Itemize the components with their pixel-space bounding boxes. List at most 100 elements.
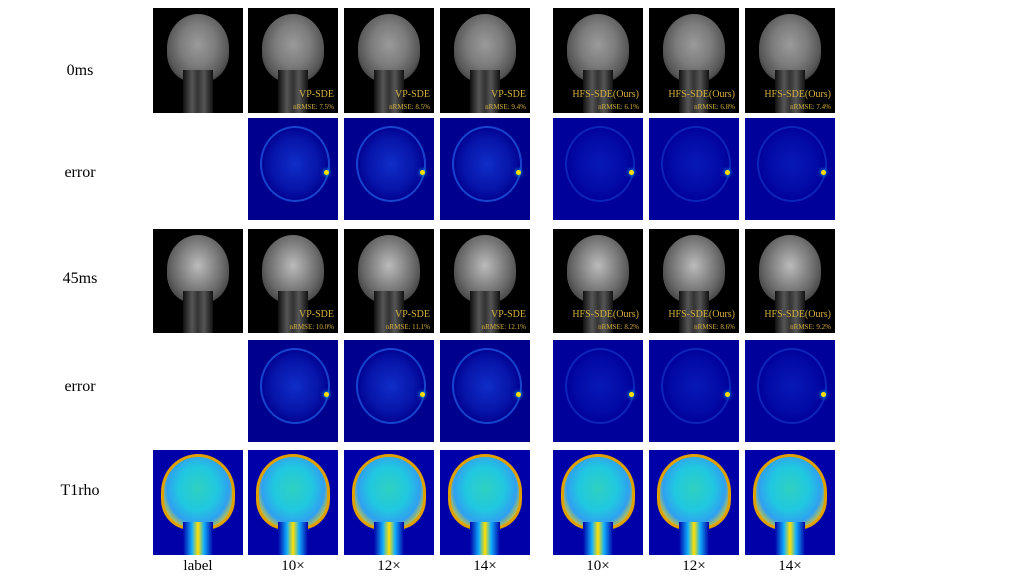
mri-image: HFS-SDE(Ours) nRMSE: 8.2% xyxy=(553,229,643,333)
error-hotspot xyxy=(725,392,730,397)
nrmse-label: nRMSE: 9.2% xyxy=(790,323,831,331)
mri-image: HFS-SDE(Ours) nRMSE: 7.4% xyxy=(745,8,835,113)
brain-region xyxy=(657,454,731,530)
neck-region xyxy=(278,70,308,113)
row-label: 0ms xyxy=(66,62,94,79)
brain-region xyxy=(561,454,635,530)
row-label: T1rho xyxy=(60,482,100,499)
error-hotspot xyxy=(629,170,634,175)
method-label: VP-SDE xyxy=(394,89,430,100)
method-label: VP-SDE xyxy=(298,309,334,320)
error-hotspot xyxy=(324,170,329,175)
mri-image: HFS-SDE(Ours) nRMSE: 6.1% xyxy=(553,8,643,113)
t1rho-map xyxy=(440,450,530,555)
neck-region xyxy=(679,70,709,113)
mri-image: VP-SDE nRMSE: 9.4% xyxy=(440,8,530,113)
t1rho-map xyxy=(745,450,835,555)
neck-region xyxy=(775,70,805,113)
error-map xyxy=(745,118,835,220)
t1rho-map xyxy=(153,450,243,555)
error-pattern xyxy=(452,348,522,424)
method-label: HFS-SDE(Ours) xyxy=(764,89,831,100)
error-map xyxy=(344,340,434,442)
brain-region xyxy=(753,454,827,530)
neck-region xyxy=(183,522,213,555)
error-hotspot xyxy=(821,170,826,175)
neck-region xyxy=(583,70,613,113)
error-pattern xyxy=(661,126,731,202)
error-pattern xyxy=(757,126,827,202)
error-hotspot xyxy=(420,392,425,397)
nrmse-label: nRMSE: 8.6% xyxy=(694,323,735,331)
error-pattern xyxy=(565,126,635,202)
neck-region xyxy=(278,291,308,333)
brain-region xyxy=(352,454,426,530)
row-label: error xyxy=(64,378,96,395)
error-pattern xyxy=(661,348,731,424)
error-hotspot xyxy=(516,392,521,397)
neck-region xyxy=(583,291,613,333)
mri-image: VP-SDE nRMSE: 10.0% xyxy=(248,229,338,333)
mri-image: VP-SDE nRMSE: 7.5% xyxy=(248,8,338,113)
error-pattern xyxy=(260,126,330,202)
t1rho-map xyxy=(344,450,434,555)
column-label: 12× xyxy=(377,558,401,574)
error-map xyxy=(344,118,434,220)
method-label: HFS-SDE(Ours) xyxy=(764,309,831,320)
neck-region xyxy=(775,522,805,555)
error-map xyxy=(248,118,338,220)
nrmse-label: nRMSE: 7.4% xyxy=(790,103,831,111)
neck-region xyxy=(583,522,613,555)
column-label: 10× xyxy=(586,558,610,574)
error-map xyxy=(745,340,835,442)
error-hotspot xyxy=(324,392,329,397)
error-map xyxy=(649,340,739,442)
error-hotspot xyxy=(629,392,634,397)
method-label: VP-SDE xyxy=(298,89,334,100)
error-pattern xyxy=(757,348,827,424)
neck-region xyxy=(278,522,308,555)
neck-region xyxy=(679,291,709,333)
column-label: label xyxy=(183,558,213,574)
method-label: HFS-SDE(Ours) xyxy=(668,309,735,320)
neck-region xyxy=(374,291,404,333)
nrmse-label: nRMSE: 10.0% xyxy=(289,323,334,331)
row-label: error xyxy=(64,164,96,181)
mri-image: VP-SDE nRMSE: 8.5% xyxy=(344,8,434,113)
method-label: VP-SDE xyxy=(490,309,526,320)
t1rho-map xyxy=(553,450,643,555)
nrmse-label: nRMSE: 8.2% xyxy=(598,323,639,331)
neck-region xyxy=(775,291,805,333)
nrmse-label: nRMSE: 7.5% xyxy=(293,103,334,111)
column-label: 12× xyxy=(682,558,706,574)
nrmse-label: nRMSE: 11.1% xyxy=(385,323,430,331)
mri-image: HFS-SDE(Ours) nRMSE: 6.8% xyxy=(649,8,739,113)
neck-region xyxy=(470,522,500,555)
error-map xyxy=(440,340,530,442)
neck-region xyxy=(183,70,213,113)
error-pattern xyxy=(356,348,426,424)
error-hotspot xyxy=(420,170,425,175)
mri-image: HFS-SDE(Ours) nRMSE: 9.2% xyxy=(745,229,835,333)
error-pattern xyxy=(452,126,522,202)
error-map xyxy=(553,340,643,442)
error-pattern xyxy=(356,126,426,202)
brain-region xyxy=(161,454,235,530)
error-hotspot xyxy=(725,170,730,175)
error-map xyxy=(649,118,739,220)
error-hotspot xyxy=(821,392,826,397)
neck-region xyxy=(679,522,709,555)
row-label: 45ms xyxy=(62,270,98,287)
nrmse-label: nRMSE: 8.5% xyxy=(389,103,430,111)
mri-image xyxy=(153,8,243,113)
method-label: VP-SDE xyxy=(490,89,526,100)
neck-region xyxy=(470,70,500,113)
mri-image: VP-SDE nRMSE: 11.1% xyxy=(344,229,434,333)
error-hotspot xyxy=(516,170,521,175)
method-label: HFS-SDE(Ours) xyxy=(572,89,639,100)
error-pattern xyxy=(260,348,330,424)
method-label: HFS-SDE(Ours) xyxy=(572,309,639,320)
error-map xyxy=(553,118,643,220)
column-label: 10× xyxy=(281,558,305,574)
mri-image: HFS-SDE(Ours) nRMSE: 8.6% xyxy=(649,229,739,333)
